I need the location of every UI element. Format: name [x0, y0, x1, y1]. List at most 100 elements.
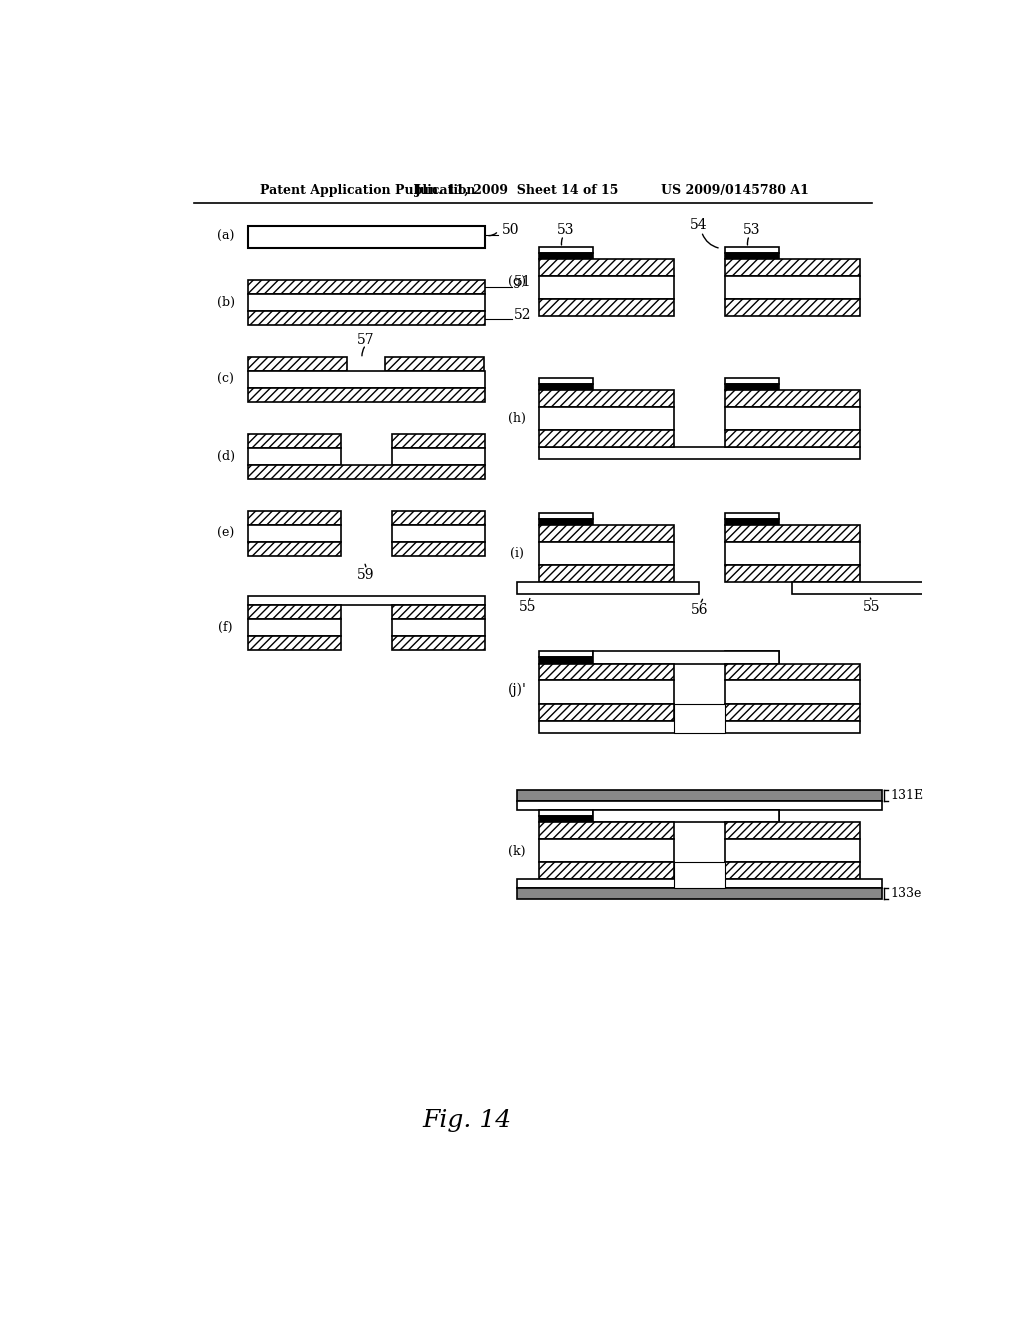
Bar	[539, 816, 593, 822]
Bar	[539, 253, 593, 259]
Bar	[725, 704, 860, 721]
Bar	[539, 525, 675, 543]
Bar	[539, 519, 593, 525]
Text: (e): (e)	[217, 527, 234, 540]
Bar	[725, 259, 860, 276]
Bar	[248, 280, 484, 294]
Text: 52: 52	[514, 308, 531, 322]
Bar	[725, 816, 779, 822]
Text: 54: 54	[690, 218, 708, 232]
Text: (k): (k)	[508, 845, 525, 858]
Bar	[248, 619, 341, 636]
Bar	[248, 605, 341, 619]
Bar	[248, 294, 484, 312]
Text: 131E: 131E	[891, 788, 924, 801]
Bar	[248, 541, 341, 556]
Text: (d): (d)	[217, 450, 234, 463]
Bar	[725, 657, 779, 664]
Bar	[539, 565, 675, 582]
Bar	[539, 810, 593, 816]
Bar	[725, 253, 779, 259]
Bar	[539, 681, 675, 704]
Bar	[793, 582, 974, 594]
Bar	[539, 247, 593, 253]
Text: 57: 57	[357, 333, 375, 347]
Text: 55: 55	[519, 599, 537, 614]
Bar	[725, 519, 779, 525]
Bar	[539, 447, 860, 459]
Bar	[675, 862, 725, 888]
Text: (c): (c)	[217, 372, 234, 385]
Text: 53: 53	[557, 223, 574, 238]
Bar	[391, 605, 484, 619]
Text: (j)': (j)'	[508, 682, 526, 697]
Bar	[725, 862, 860, 879]
Text: (a): (a)	[217, 231, 234, 243]
Bar	[539, 664, 675, 681]
Bar	[539, 657, 593, 664]
Bar	[248, 511, 341, 525]
Text: 59: 59	[357, 568, 375, 582]
Bar	[248, 525, 341, 543]
Text: Patent Application Publication: Patent Application Publication	[260, 185, 475, 197]
Bar	[517, 888, 882, 899]
Bar	[725, 541, 860, 565]
Bar	[725, 822, 860, 840]
Bar	[248, 595, 484, 605]
Text: US 2009/0145780 A1: US 2009/0145780 A1	[662, 185, 809, 197]
Bar	[385, 358, 483, 371]
Bar	[725, 247, 779, 253]
Text: (b): (b)	[217, 296, 234, 309]
Bar	[248, 226, 484, 248]
Bar	[248, 434, 341, 447]
Bar	[725, 391, 860, 407]
Bar	[391, 511, 484, 525]
Bar	[517, 582, 699, 594]
Text: (h): (h)	[508, 412, 526, 425]
Bar	[248, 358, 346, 371]
Bar	[725, 276, 860, 300]
Bar	[725, 525, 860, 543]
Bar	[539, 391, 675, 407]
Text: 51: 51	[514, 276, 531, 289]
Bar	[593, 810, 779, 822]
Bar	[725, 840, 860, 862]
Bar	[725, 565, 860, 582]
Text: Fig. 14: Fig. 14	[423, 1109, 512, 1133]
Bar	[539, 862, 675, 879]
Bar	[539, 822, 675, 840]
Bar	[248, 371, 484, 388]
Bar	[725, 407, 860, 430]
Bar	[248, 636, 341, 649]
Bar	[539, 276, 675, 300]
Bar	[725, 378, 779, 384]
Bar	[539, 259, 675, 276]
Bar	[391, 541, 484, 556]
Text: 50: 50	[502, 223, 519, 238]
Bar	[725, 810, 779, 816]
Bar	[517, 800, 882, 810]
Bar	[539, 430, 675, 447]
Bar	[248, 447, 341, 465]
Bar	[725, 512, 779, 519]
Text: (i): (i)	[510, 546, 524, 560]
Bar	[539, 541, 675, 565]
Text: 55: 55	[862, 599, 880, 614]
Bar	[539, 384, 593, 391]
Bar	[539, 512, 593, 519]
Bar	[391, 636, 484, 649]
Bar	[539, 840, 675, 862]
Bar	[539, 300, 675, 317]
Bar	[725, 681, 860, 704]
Bar	[539, 407, 675, 430]
Text: Jun. 11, 2009  Sheet 14 of 15: Jun. 11, 2009 Sheet 14 of 15	[415, 185, 620, 197]
Bar	[391, 525, 484, 543]
Bar	[539, 704, 675, 721]
Bar	[248, 465, 484, 479]
Bar	[517, 879, 882, 888]
Bar	[539, 378, 593, 384]
Text: 56: 56	[690, 603, 708, 616]
Text: (f): (f)	[218, 620, 232, 634]
Bar	[675, 704, 725, 733]
Bar	[539, 721, 860, 733]
